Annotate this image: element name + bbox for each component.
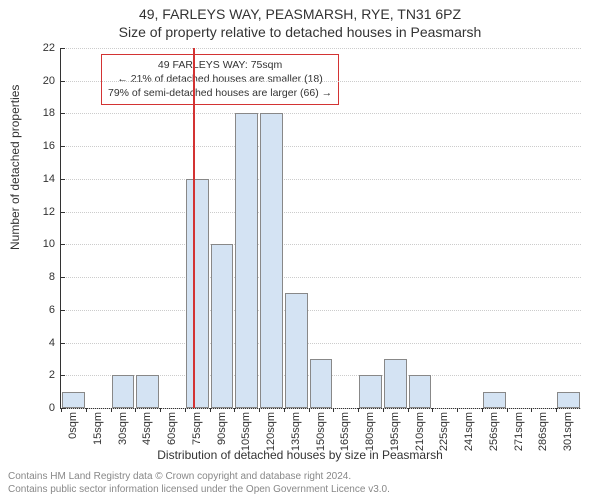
- x-tick-mark: [259, 408, 260, 412]
- histogram-bar: [62, 392, 85, 408]
- histogram-bar: [483, 392, 506, 408]
- gridline: [61, 48, 581, 49]
- gridline: [61, 212, 581, 213]
- histogram-bar: [310, 359, 333, 408]
- x-tick-label: 75sqm: [189, 412, 203, 445]
- x-tick-label: 180sqm: [362, 412, 376, 451]
- histogram-bar: [557, 392, 580, 408]
- gridline: [61, 179, 581, 180]
- x-tick-label: 150sqm: [313, 412, 327, 451]
- y-axis-label: Number of detached properties: [8, 85, 22, 250]
- footer-line1: Contains HM Land Registry data © Crown c…: [8, 470, 390, 483]
- gridline: [61, 113, 581, 114]
- y-tick-label: 4: [25, 337, 61, 349]
- x-tick-mark: [383, 408, 384, 412]
- x-tick-label: 301sqm: [560, 412, 574, 451]
- annotation-line1: 49 FARLEYS WAY: 75sqm: [108, 58, 332, 72]
- x-tick-label: 271sqm: [511, 412, 525, 451]
- plot-area: 49 FARLEYS WAY: 75sqm ← 21% of detached …: [60, 48, 581, 409]
- x-tick-mark: [531, 408, 532, 412]
- y-tick-label: 2: [25, 369, 61, 381]
- x-tick-label: 225sqm: [436, 412, 450, 451]
- x-tick-mark: [457, 408, 458, 412]
- y-tick-label: 14: [25, 173, 61, 185]
- x-tick-label: 90sqm: [214, 412, 228, 445]
- x-tick-mark: [556, 408, 557, 412]
- y-tick-label: 16: [25, 140, 61, 152]
- histogram-bar: [359, 375, 382, 408]
- x-tick-label: 15sqm: [90, 412, 104, 445]
- x-tick-mark: [185, 408, 186, 412]
- y-tick-label: 8: [25, 271, 61, 283]
- y-tick-label: 18: [25, 107, 61, 119]
- x-tick-label: 195sqm: [387, 412, 401, 451]
- gridline: [61, 310, 581, 311]
- footer-attribution: Contains HM Land Registry data © Crown c…: [8, 470, 390, 496]
- gridline: [61, 244, 581, 245]
- histogram-bar: [235, 113, 258, 408]
- x-tick-mark: [333, 408, 334, 412]
- title-address: 49, FARLEYS WAY, PEASMARSH, RYE, TN31 6P…: [0, 6, 600, 22]
- gridline: [61, 343, 581, 344]
- x-tick-mark: [111, 408, 112, 412]
- x-tick-label: 135sqm: [288, 412, 302, 451]
- gridline: [61, 408, 581, 409]
- y-tick-label: 6: [25, 304, 61, 316]
- x-tick-label: 45sqm: [139, 412, 153, 445]
- y-tick-label: 22: [25, 42, 61, 54]
- x-tick-mark: [482, 408, 483, 412]
- y-tick-label: 10: [25, 238, 61, 250]
- title-subtitle: Size of property relative to detached ho…: [0, 24, 600, 40]
- histogram-bar: [136, 375, 159, 408]
- x-tick-label: 105sqm: [238, 412, 252, 451]
- gridline: [61, 146, 581, 147]
- gridline: [61, 277, 581, 278]
- x-tick-mark: [408, 408, 409, 412]
- histogram-bar: [285, 293, 308, 408]
- x-tick-label: 120sqm: [263, 412, 277, 451]
- x-tick-mark: [507, 408, 508, 412]
- x-tick-mark: [160, 408, 161, 412]
- histogram-bar: [409, 375, 432, 408]
- x-tick-mark: [432, 408, 433, 412]
- x-axis-label: Distribution of detached houses by size …: [0, 448, 600, 462]
- histogram-bar: [112, 375, 135, 408]
- x-tick-label: 30sqm: [115, 412, 129, 445]
- x-tick-label: 210sqm: [412, 412, 426, 451]
- annotation-box: 49 FARLEYS WAY: 75sqm ← 21% of detached …: [101, 54, 339, 105]
- property-marker-line: [193, 48, 195, 408]
- footer-line2: Contains public sector information licen…: [8, 483, 390, 496]
- histogram-bar: [260, 113, 283, 408]
- x-tick-mark: [61, 408, 62, 412]
- y-tick-label: 0: [25, 402, 61, 414]
- x-tick-mark: [86, 408, 87, 412]
- x-tick-label: 241sqm: [461, 412, 475, 451]
- histogram-bar: [186, 179, 209, 408]
- x-tick-label: 286sqm: [535, 412, 549, 451]
- x-tick-mark: [358, 408, 359, 412]
- y-tick-label: 12: [25, 206, 61, 218]
- chart-container: 49, FARLEYS WAY, PEASMARSH, RYE, TN31 6P…: [0, 0, 600, 500]
- x-tick-mark: [210, 408, 211, 412]
- x-tick-mark: [284, 408, 285, 412]
- x-tick-label: 60sqm: [164, 412, 178, 445]
- y-tick-label: 20: [25, 75, 61, 87]
- x-tick-label: 256sqm: [486, 412, 500, 451]
- x-tick-label: 165sqm: [337, 412, 351, 451]
- gridline: [61, 81, 581, 82]
- x-tick-mark: [234, 408, 235, 412]
- x-tick-mark: [135, 408, 136, 412]
- annotation-line2: ← 21% of detached houses are smaller (18…: [108, 72, 332, 86]
- x-tick-mark: [309, 408, 310, 412]
- annotation-line3: 79% of semi-detached houses are larger (…: [108, 86, 332, 100]
- x-tick-label: 0sqm: [65, 412, 79, 439]
- histogram-bar: [211, 244, 234, 408]
- histogram-bar: [384, 359, 407, 408]
